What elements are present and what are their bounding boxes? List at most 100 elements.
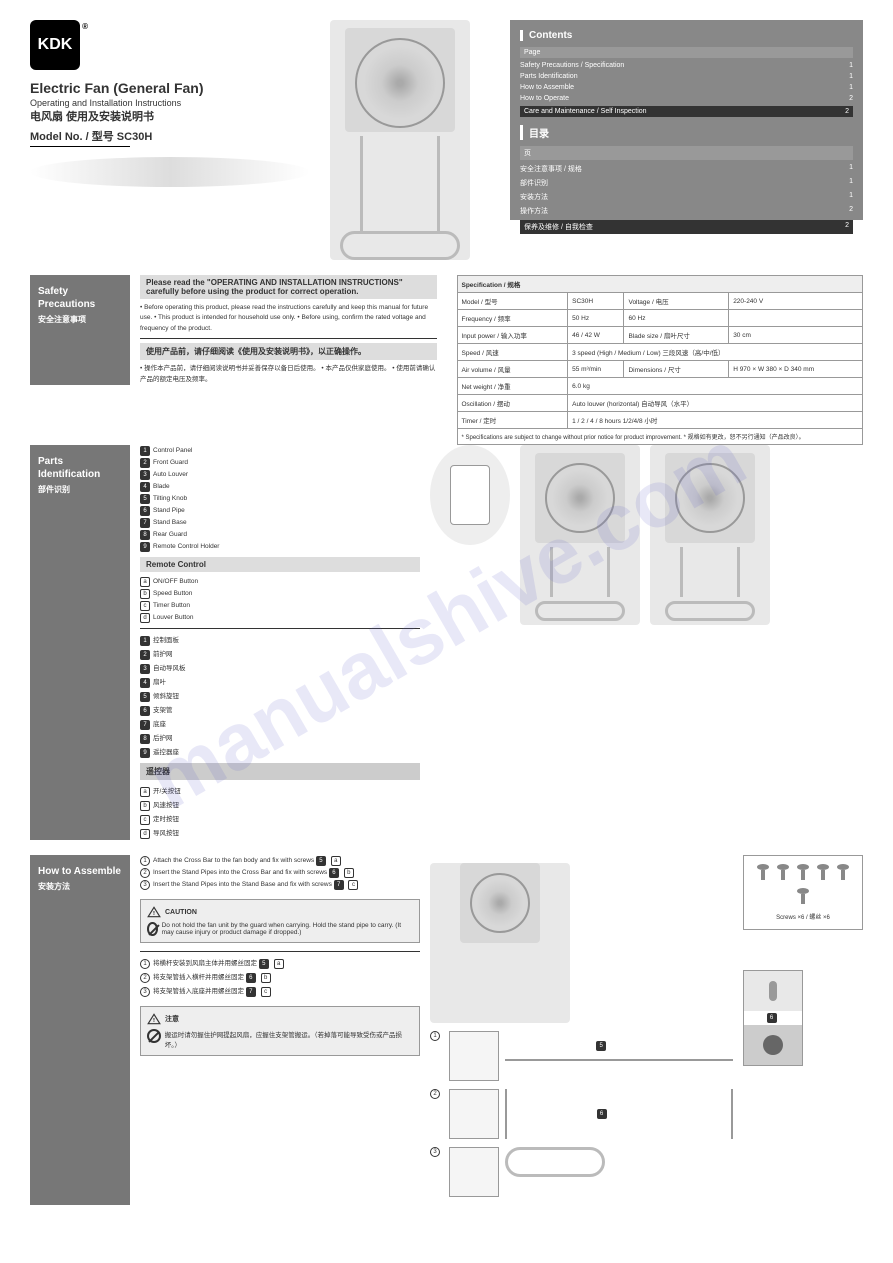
- parts-list: 1Control Panel 2Front Guard 3Auto Louver…: [140, 445, 420, 840]
- product-title-cn: 电风扇 使用及安装说明书: [30, 108, 310, 124]
- step-item: 2Insert the Stand Pipes into the Cross B…: [140, 867, 420, 879]
- num-badge-outline: c: [140, 601, 150, 611]
- num-badge-outline: d: [140, 613, 150, 623]
- table-row: Air volume / 风量55 m³/minDimensions / 尺寸H…: [457, 361, 863, 378]
- caution-box-cn: ! 注意 搬运时请勿握住护网提起风扇，应握住支架管搬运。（若掉落可能导致受伤或产…: [140, 1006, 420, 1056]
- model-number: SC30H: [117, 131, 152, 143]
- num-badge: 6: [140, 506, 150, 516]
- parts-list-en: 1Control Panel 2Front Guard 3Auto Louver…: [140, 445, 420, 553]
- list-item: a开/关按钮: [140, 784, 420, 798]
- spec-cell: Oscillation / 摆动: [457, 395, 568, 412]
- step-number: 1: [140, 856, 150, 866]
- assembly-diagrams: 1 5 2 6 3: [430, 855, 863, 1205]
- part-ref: 5: [596, 1041, 606, 1051]
- step-number: 3: [430, 1147, 440, 1157]
- step-item: 3将支架管插入底座并用螺丝固定 7 c: [140, 984, 420, 998]
- num-badge: 8: [140, 530, 150, 540]
- num-badge: 5: [140, 494, 150, 504]
- step-text: Attach the Cross Bar to the fan body and…: [153, 857, 314, 864]
- crossbar-graphic: 5: [505, 1031, 733, 1061]
- parts-images: [430, 445, 863, 840]
- fan-illustration: [330, 20, 470, 260]
- contents-col-header: Page: [520, 47, 853, 58]
- divider: [140, 338, 437, 339]
- spec-cell: Frequency / 频率: [457, 310, 568, 327]
- part-name: 支架管: [153, 707, 173, 714]
- spec-title: Specification / 规格: [457, 276, 863, 293]
- part-name: Front Guard: [153, 459, 188, 466]
- toc-item: 安装方法: [520, 192, 548, 202]
- pipe-hole: [763, 1035, 783, 1055]
- fan-blade-circle: [470, 873, 530, 933]
- ref-badge: 5: [259, 959, 269, 969]
- pipe-socket-view: [744, 1025, 802, 1065]
- ref-badge: 7: [334, 880, 344, 890]
- base-graphic-container: [505, 1147, 733, 1177]
- header-row: KDK ® Electric Fan (General Fan) Operati…: [30, 20, 863, 260]
- safety-text-cn: • 操作本产品前，请仔细阅读说明书并妥善保存以备日后使用。 • 本产品仅供家庭使…: [140, 364, 437, 385]
- table-row: Input power / 输入功率46 / 42 WBlade size / …: [457, 327, 863, 344]
- parts-content: 1Control Panel 2Front Guard 3Auto Louver…: [130, 445, 863, 840]
- pipe-end: [769, 981, 777, 1001]
- diagram-step: 2 6: [430, 1089, 733, 1139]
- spec-cell: Auto louver (horizontal) 自动导风（水平）: [568, 395, 863, 412]
- model-label: Model No. / 型号 SC30H: [30, 128, 310, 144]
- caution-text: Do not hold the fan unit by the guard wh…: [162, 922, 413, 936]
- diagram-step: 3: [430, 1147, 733, 1197]
- assembly-label: How to Assemble 安装方法: [30, 855, 130, 1205]
- fan-stand-graphic: [550, 547, 610, 597]
- screw-icon: [817, 864, 829, 880]
- assembly-label-en: How to Assemble: [38, 865, 122, 878]
- parts-list-cn: 1控制面板 2前护网 3自动导风板 4扇叶 5倾斜旋钮 6支架管 7底座 8后护…: [140, 633, 420, 759]
- step-diagram-1: [449, 1031, 499, 1081]
- num-badge-outline: d: [140, 829, 150, 839]
- num-badge: 9: [140, 748, 150, 758]
- part-ref: 6: [597, 1109, 607, 1119]
- fan-base-graphic: [665, 601, 755, 621]
- pipe-detail-box: 6: [743, 970, 803, 1066]
- parts-label: Parts Identification 部件识别: [30, 445, 130, 840]
- contents-title-en: Contents: [520, 30, 853, 41]
- ref-badge: 5: [316, 856, 326, 866]
- remote-parts-cn: a开/关按钮 b风速按钮 c定时按钮 d导风按钮: [140, 784, 420, 840]
- part-name: Rear Guard: [153, 531, 187, 538]
- part-name: 倾斜旋钮: [153, 693, 179, 700]
- screw-icon: [797, 888, 809, 904]
- parts-label-cn: 部件识别: [38, 485, 122, 495]
- step-diagram-2: [449, 1089, 499, 1139]
- num-badge-outline: a: [140, 577, 150, 587]
- num-badge-outline: c: [140, 815, 150, 825]
- table-row: Timer / 定时1 / 2 / 4 / 8 hours 1/2/4/8 小时: [457, 412, 863, 429]
- contents-row: How to Assemble1: [520, 82, 853, 93]
- remote-parts-en: aON/OFF Button bSpeed Button cTimer Butt…: [140, 576, 420, 624]
- num-badge: 5: [140, 692, 150, 702]
- part-name: 前护网: [153, 651, 173, 658]
- fan-head-graphic: [345, 28, 455, 132]
- safety-label-cn: 安全注意事项: [38, 315, 122, 325]
- caution-label: 注意: [165, 1014, 179, 1024]
- table-row: Oscillation / 摆动Auto louver (horizontal)…: [457, 395, 863, 412]
- prohibit-icon: [147, 922, 158, 936]
- part-name: 开/关按钮: [153, 788, 181, 795]
- spec-cell: Model / 型号: [457, 293, 568, 310]
- header-left-col: KDK ® Electric Fan (General Fan) Operati…: [30, 20, 310, 260]
- num-badge-outline: b: [140, 801, 150, 811]
- spec-cell: 55 m³/min: [568, 361, 624, 378]
- list-item: 7Stand Base: [140, 517, 420, 529]
- model-label-text: Model No. / 型号: [30, 131, 114, 143]
- step-item: 1将横杆安装到风扇主体并用螺丝固定 5 a: [140, 956, 420, 970]
- safety-content: Please read the "OPERATING AND INSTALLAT…: [130, 275, 437, 385]
- spec-cell: 3 speed (High / Medium / Low) 三段风速（高/中/低…: [568, 344, 863, 361]
- product-title-en: Electric Fan (General Fan): [30, 80, 310, 96]
- list-item: 3自动导风板: [140, 661, 420, 675]
- spec-cell: Net weight / 净重: [457, 378, 568, 395]
- step-text: 将支架管插入横杆并用螺丝固定: [153, 974, 244, 981]
- step-text: 将支架管插入底座并用螺丝固定: [153, 988, 244, 995]
- spec-cell: [729, 310, 863, 327]
- parts-section: Parts Identification 部件识别 1Control Panel…: [30, 445, 863, 840]
- toc-page: 1: [849, 84, 853, 91]
- step-diagram-3: [449, 1147, 499, 1197]
- prohibit-icon: [147, 1029, 161, 1043]
- caution-header: ! 注意: [147, 1013, 413, 1025]
- part-name: 定时按钮: [153, 816, 179, 823]
